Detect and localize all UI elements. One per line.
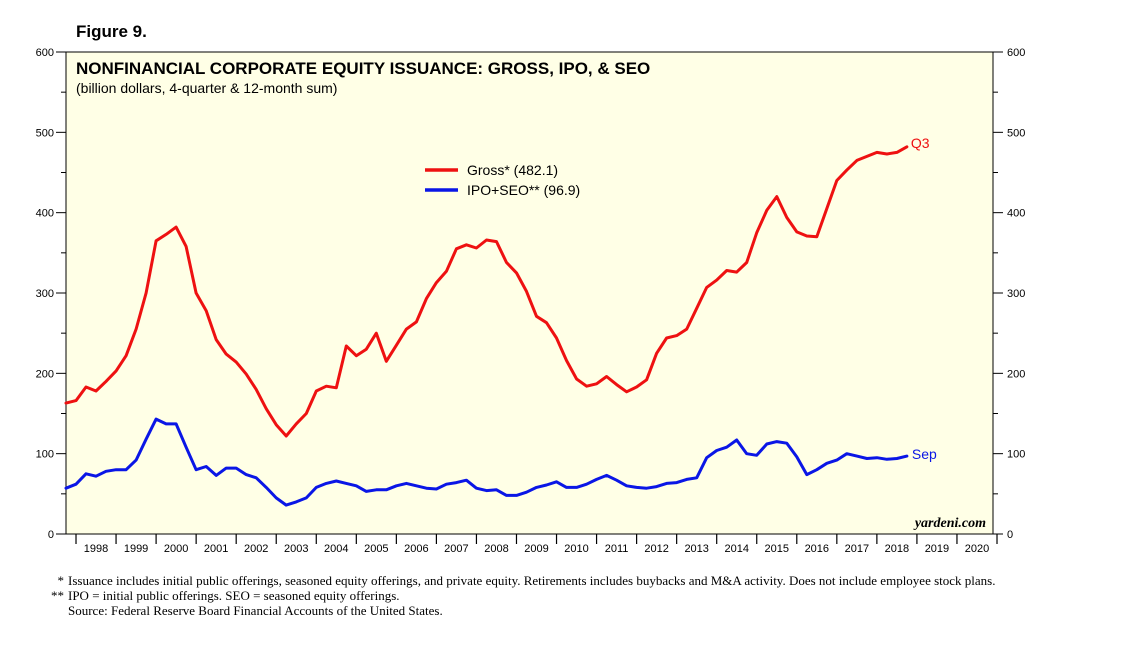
x-tick-label: 2005: [364, 543, 388, 555]
x-tick-label: 2003: [284, 543, 308, 555]
y-tick-label-right: 300: [1007, 288, 1025, 300]
chart-subtitle: (billion dollars, 4-quarter & 12-month s…: [76, 80, 337, 96]
y-tick-label-left: 400: [36, 208, 54, 220]
y-tick-label-right: 400: [1007, 208, 1025, 220]
y-tick-label-left: 200: [36, 368, 54, 380]
y-tick-label-left: 0: [48, 529, 54, 541]
chart-title: NONFINANCIAL CORPORATE EQUITY ISSUANCE: …: [76, 59, 650, 78]
figure-label: Figure 9.: [76, 22, 147, 41]
y-tick-label-right: 500: [1007, 127, 1025, 139]
y-tick-label-right: 200: [1007, 368, 1025, 380]
footnote-mark: *: [57, 573, 65, 588]
series-end-label-gross: Q3: [911, 135, 930, 151]
y-tick-label-left: 600: [36, 47, 54, 59]
series-end-label-ipo: Sep: [912, 446, 937, 462]
footnotes: * Issuance includes initial public offer…: [40, 573, 1040, 618]
footnote-2: ** IPO = initial public offerings. SEO =…: [40, 588, 1040, 603]
x-tick-label: 2009: [524, 543, 548, 555]
series-line-ipo: [64, 417, 909, 507]
x-tick-label: 2014: [724, 543, 748, 555]
y-tick-label-right: 100: [1007, 449, 1025, 461]
x-axis: 1998 1999 2000 2001 2002 2003 2004 2005 2006 2007…: [75, 534, 998, 555]
x-tick-label: 2001: [204, 543, 228, 555]
footnote-mark: **: [51, 588, 64, 603]
legend-label-gross: Gross* (482.1): [467, 162, 558, 178]
x-tick-label: 2007: [444, 543, 468, 555]
x-tick-label: 2011: [605, 543, 629, 555]
footnote-3: Source: Federal Reserve Board Financial …: [40, 603, 1040, 618]
x-tick-label: 2019: [925, 543, 949, 555]
x-tick-label: 2017: [845, 543, 869, 555]
footnote-text: Source: Federal Reserve Board Financial …: [68, 603, 443, 618]
x-tick-label: 2020: [965, 543, 989, 555]
footnote-text: IPO = initial public offerings. SEO = se…: [68, 588, 400, 603]
x-tick-label: 2016: [805, 543, 829, 555]
x-tick-label: 2015: [765, 543, 789, 555]
x-tick-label: 2008: [484, 543, 508, 555]
series-line-gross: [64, 145, 909, 438]
y-tick-label-left: 300: [36, 288, 54, 300]
x-tick-label: 2010: [564, 543, 588, 555]
x-tick-label: 2018: [885, 543, 909, 555]
plot-area: [65, 51, 994, 535]
x-tick-label: 1999: [124, 543, 148, 555]
legend-label-ipo: IPO+SEO** (96.9): [467, 182, 580, 198]
footnote-text: Issuance includes initial public offerin…: [68, 573, 996, 588]
y-tick-label-left: 100: [36, 449, 54, 461]
x-tick-label: 2000: [164, 543, 188, 555]
y-tick-label-right: 0: [1007, 529, 1013, 541]
x-tick-label: 2012: [644, 543, 668, 555]
x-tick-label: 2006: [404, 543, 428, 555]
y-axis-right: 0 100 200 300 400 500 600: [993, 47, 1025, 541]
x-tick-label: 2013: [684, 543, 708, 555]
y-tick-label-right: 600: [1007, 47, 1025, 59]
footnote-mark: [40, 603, 68, 618]
watermark: yardeni.com: [913, 516, 986, 531]
legend: Gross* (482.1) IPO+SEO** (96.9): [425, 162, 580, 198]
x-tick-label: 2004: [324, 543, 348, 555]
footnote-1: * Issuance includes initial public offer…: [40, 573, 1040, 588]
y-axis-left: 0 100 200 300 400 500 600: [36, 47, 66, 541]
x-tick-label: 2002: [244, 543, 268, 555]
x-tick-label: 1998: [84, 543, 108, 555]
y-tick-label-left: 500: [36, 127, 54, 139]
